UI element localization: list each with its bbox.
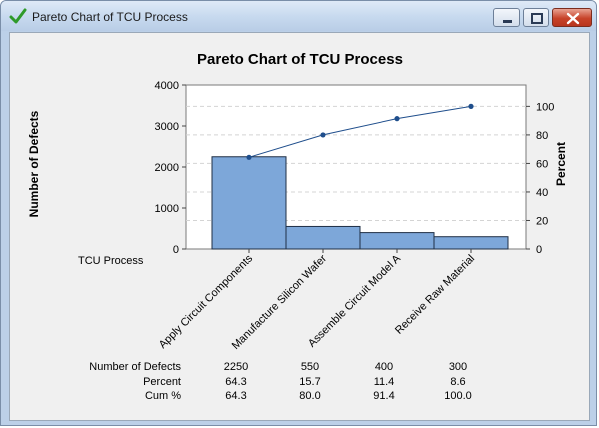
table-cell: 300 xyxy=(448,361,468,373)
bar-4 xyxy=(433,236,509,250)
x-axis-label: TCU Process xyxy=(78,255,144,267)
minimize-button[interactable] xyxy=(493,8,520,27)
table-cell: 11.4 xyxy=(373,376,395,388)
table-cell: 15.7 xyxy=(299,376,321,388)
table-cell: 550 xyxy=(300,361,320,373)
chart-area: 0 1000 2000 3000 4000 0 20 40 60 80 100 Apply Cir… xyxy=(9,32,590,421)
x-category-label: Receive Raw Material xyxy=(393,253,477,337)
y2-axis-label: Percent xyxy=(554,142,568,186)
table-cell: 64.3 xyxy=(225,390,247,402)
y-tick-label: 2000 xyxy=(155,162,179,174)
y-tick-label: 0 xyxy=(173,244,179,256)
cumulative-point-1 xyxy=(246,154,252,160)
table-cell: 8.6 xyxy=(450,376,466,388)
table-cell: 91.4 xyxy=(373,390,395,402)
y2-tick-label: 0 xyxy=(536,244,542,256)
close-button[interactable] xyxy=(552,8,592,27)
bar-1 xyxy=(211,156,287,250)
window-title: Pareto Chart of TCU Process xyxy=(32,10,188,24)
cumulative-point-4 xyxy=(468,103,474,109)
table-cell: 80.0 xyxy=(299,390,321,402)
y2-tick-label: 100 xyxy=(536,101,554,113)
close-icon xyxy=(566,12,580,25)
table-row-label: Percent xyxy=(143,376,181,388)
table-cell: 2250 xyxy=(223,361,249,373)
y-tick-label: 1000 xyxy=(155,203,179,215)
table-row-label: Cum % xyxy=(144,390,181,402)
y2-tick-label: 80 xyxy=(536,130,548,142)
cumulative-point-2 xyxy=(320,132,326,138)
maximize-button[interactable] xyxy=(523,8,549,27)
y2-tick-label: 20 xyxy=(536,215,548,227)
table-cell: 64.3 xyxy=(225,376,247,388)
maximize-icon xyxy=(531,13,543,24)
cumulative-percent-line xyxy=(248,105,472,158)
minimize-icon xyxy=(503,20,512,23)
y-axis-label: Number of Defects xyxy=(27,110,41,217)
chart-title: Pareto Chart of TCU Process xyxy=(197,51,403,68)
y2-tick-label: 60 xyxy=(536,158,548,170)
bar-3 xyxy=(359,232,435,250)
table-row-label: Number of Defects xyxy=(89,361,181,373)
bar-2 xyxy=(285,225,361,250)
y-tick-label: 3000 xyxy=(155,121,179,133)
y-tick-label: 4000 xyxy=(155,80,179,92)
cumulative-point-3 xyxy=(394,116,400,122)
y2-tick-label: 40 xyxy=(536,187,548,199)
table-cell: 400 xyxy=(374,361,394,373)
table-cell: 100.0 xyxy=(444,390,472,402)
window-titlebar[interactable]: Pareto Chart of TCU Process xyxy=(1,1,596,31)
green-check-icon xyxy=(9,8,27,24)
